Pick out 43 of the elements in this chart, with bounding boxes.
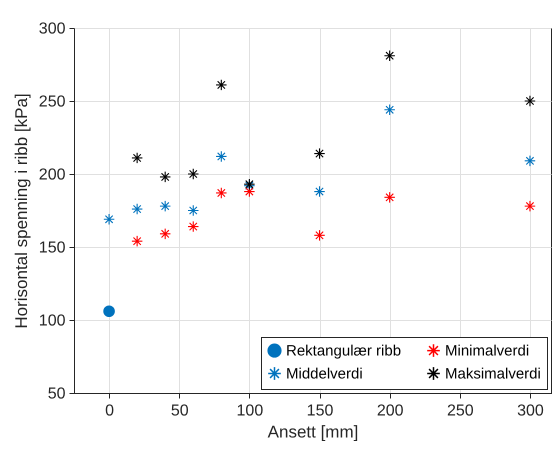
x-tick-label: 0 [105,402,114,420]
x-tick-label: 200 [376,402,404,420]
point [314,186,326,198]
point [187,220,200,232]
point [524,155,536,167]
point [103,213,115,226]
x-tick-label: 150 [306,402,334,420]
point [314,148,326,160]
x-tick-label: 50 [170,402,189,420]
point [187,204,200,216]
legend-label: Minimalverdi [445,342,530,360]
legend-label: Maksimalverdi [445,366,541,382]
point [384,192,396,204]
point [216,150,228,162]
legend-label: Rektangulær ribb [286,342,402,360]
point [216,187,228,199]
legend-label: Middelverdi [286,366,363,382]
x-tick-label: 100 [236,402,264,420]
point [103,305,115,318]
y-tick-label: 150 [38,240,66,256]
point [216,79,228,91]
point [524,200,536,212]
point [384,50,396,62]
point [131,235,143,247]
point [159,200,171,212]
x-tick-label: 300 [517,402,544,420]
x-axis-title: Ansett [mm] [268,422,358,442]
point [244,186,256,198]
y-tick-label: 50 [48,386,66,402]
y-tick-label: 200 [38,166,66,184]
x-tick-label: 250 [446,402,474,420]
y-tick-label: 300 [38,20,66,38]
point [384,104,396,116]
point [187,168,200,180]
point [159,171,171,183]
point [131,203,143,215]
y-tick-label: 250 [38,94,66,110]
y-tick-label: 100 [38,312,66,330]
point [131,152,143,164]
y-axis-title: Horisontal spenning i ribb [kPa] [12,93,31,329]
point [524,95,536,107]
point [159,228,171,240]
point [314,230,326,242]
